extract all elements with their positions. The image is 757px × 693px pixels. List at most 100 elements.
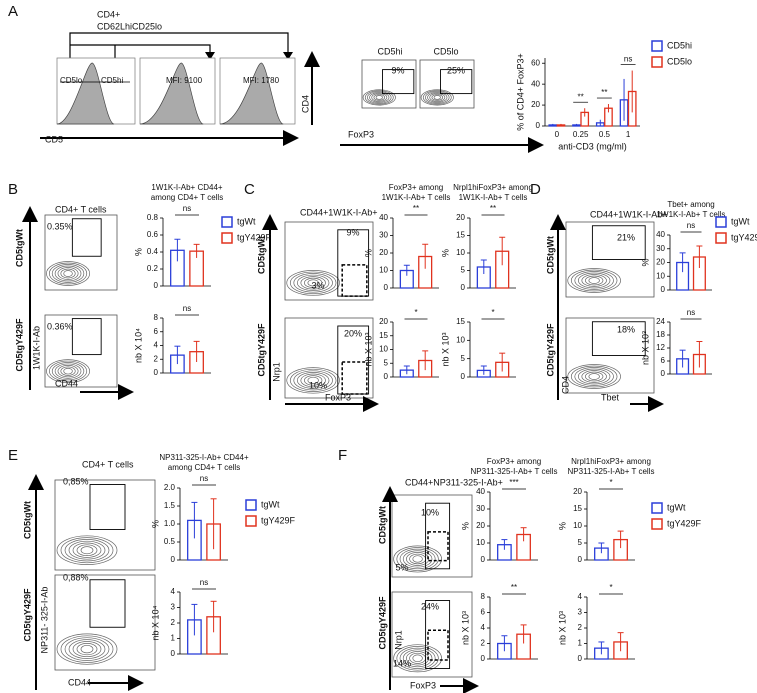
x-tick-label: 1	[626, 130, 631, 139]
contour	[412, 555, 423, 563]
plot-label: 9%	[346, 227, 359, 237]
panel-letter: A	[8, 3, 18, 20]
y-tick-label: 2.0	[164, 483, 176, 492]
legend-swatch	[651, 56, 663, 68]
y-tick-label: 10	[456, 248, 465, 257]
significance: *	[491, 308, 494, 317]
significance: **	[490, 204, 496, 213]
contour	[80, 546, 94, 555]
contour	[396, 646, 439, 671]
histogram	[139, 62, 204, 125]
plot-label: 1W1K-I-Ab	[31, 326, 41, 370]
gate	[341, 361, 368, 395]
gate	[89, 484, 126, 530]
plot-label: NP311- 325-I-Ab	[39, 587, 49, 654]
contour	[48, 262, 88, 285]
y-axis-label: nb X 10⁴	[150, 605, 160, 640]
chart-title: 1W1K-I-Ab+ T cells	[459, 193, 528, 202]
y-tick-label: 0.4	[147, 247, 159, 256]
y-tick-label: 24	[656, 317, 665, 326]
significance: *	[609, 583, 612, 592]
significance: **	[601, 88, 607, 97]
significance: **	[413, 204, 419, 213]
legend-label: tgY429F	[237, 232, 272, 242]
contour	[72, 641, 102, 658]
contour	[68, 540, 106, 560]
y-tick-label: 3	[171, 603, 176, 612]
contour	[588, 373, 600, 380]
y-tick-label: 5	[461, 266, 466, 275]
chart-title: NP311-325-I-Ab+ T cells	[568, 467, 655, 476]
y-tick-label: 10	[379, 345, 388, 354]
plot-label: CD5	[45, 134, 63, 144]
contour	[429, 93, 446, 102]
histogram	[219, 62, 284, 125]
gate	[89, 579, 126, 628]
y-tick-label: 30	[476, 504, 485, 513]
contour	[567, 364, 621, 389]
contour	[577, 368, 611, 385]
y-tick-label: 40	[531, 79, 540, 88]
contour	[406, 651, 430, 666]
plot-label: CD44+NP311-325-I-Ab+	[405, 477, 503, 487]
contour	[585, 275, 604, 286]
panel-letter: E	[8, 447, 18, 464]
contour	[574, 367, 614, 386]
contour	[54, 363, 82, 379]
plot-label: 20%	[344, 328, 362, 338]
y-tick-label: 2	[154, 354, 159, 363]
plot-label: CD44+1W1K-I-Ab+	[590, 209, 668, 219]
y-axis-label: %	[150, 520, 160, 528]
y-tick-label: 6	[154, 327, 159, 336]
y-tick-label: 10	[476, 538, 485, 547]
y-tick-label: 4	[171, 587, 176, 596]
y-tick-label: 4	[481, 623, 486, 632]
x-tick-label: 0	[555, 130, 560, 139]
plot-label: 0.36%	[47, 321, 73, 331]
plot-label: CD5tgWt	[545, 236, 555, 274]
chart-title: FoxP3+ among	[487, 457, 541, 466]
y-tick-label: 20	[573, 487, 582, 496]
contour	[60, 268, 76, 279]
significance: ns	[687, 308, 695, 317]
significance: ns	[183, 304, 191, 313]
contour	[307, 376, 319, 384]
contour	[304, 375, 323, 386]
chart-title: Nrpl1hiFoxP3+ among	[453, 183, 533, 192]
contour	[585, 371, 604, 382]
y-axis-label: nb X 10³	[640, 331, 650, 365]
legend-label: tgWt	[237, 216, 256, 226]
gate	[427, 629, 449, 661]
legend-label: tgWt	[731, 216, 750, 226]
plot-label: 0.35%	[47, 221, 73, 231]
legend-label: CD5hi	[667, 40, 692, 50]
contour	[364, 90, 394, 105]
y-tick-label: 0.6	[147, 230, 159, 239]
plot-label: MFI: 9100	[166, 76, 203, 85]
x-tick-label: 0.5	[599, 130, 611, 139]
y-tick-label: 0	[661, 369, 666, 378]
y-tick-label: 60	[531, 58, 540, 67]
chart-title: among CD4+ T cells	[151, 193, 223, 202]
y-tick-label: 0	[481, 654, 486, 663]
legend-label: tgWt	[261, 499, 280, 509]
contour	[412, 654, 423, 663]
panel-letter: F	[338, 447, 347, 464]
plot-label: FoxP3	[325, 392, 351, 402]
contour	[427, 92, 448, 103]
legend-swatch	[245, 515, 257, 527]
contour	[433, 95, 441, 100]
contour	[406, 552, 430, 566]
plot-label: CD4	[300, 95, 310, 113]
plot-label: CD5hi	[377, 46, 402, 56]
contour	[56, 535, 118, 565]
y-tick-label: 0	[384, 283, 389, 292]
contour	[307, 279, 319, 287]
plot-label: Tbet	[601, 392, 620, 402]
y-tick-label: 15	[379, 331, 388, 340]
contour	[581, 370, 607, 383]
legend-label: tgY429F	[667, 518, 702, 528]
significance: ns	[687, 221, 695, 230]
x-axis-label: anti-CD3 (mg/ml)	[558, 141, 627, 151]
contour	[373, 94, 386, 101]
